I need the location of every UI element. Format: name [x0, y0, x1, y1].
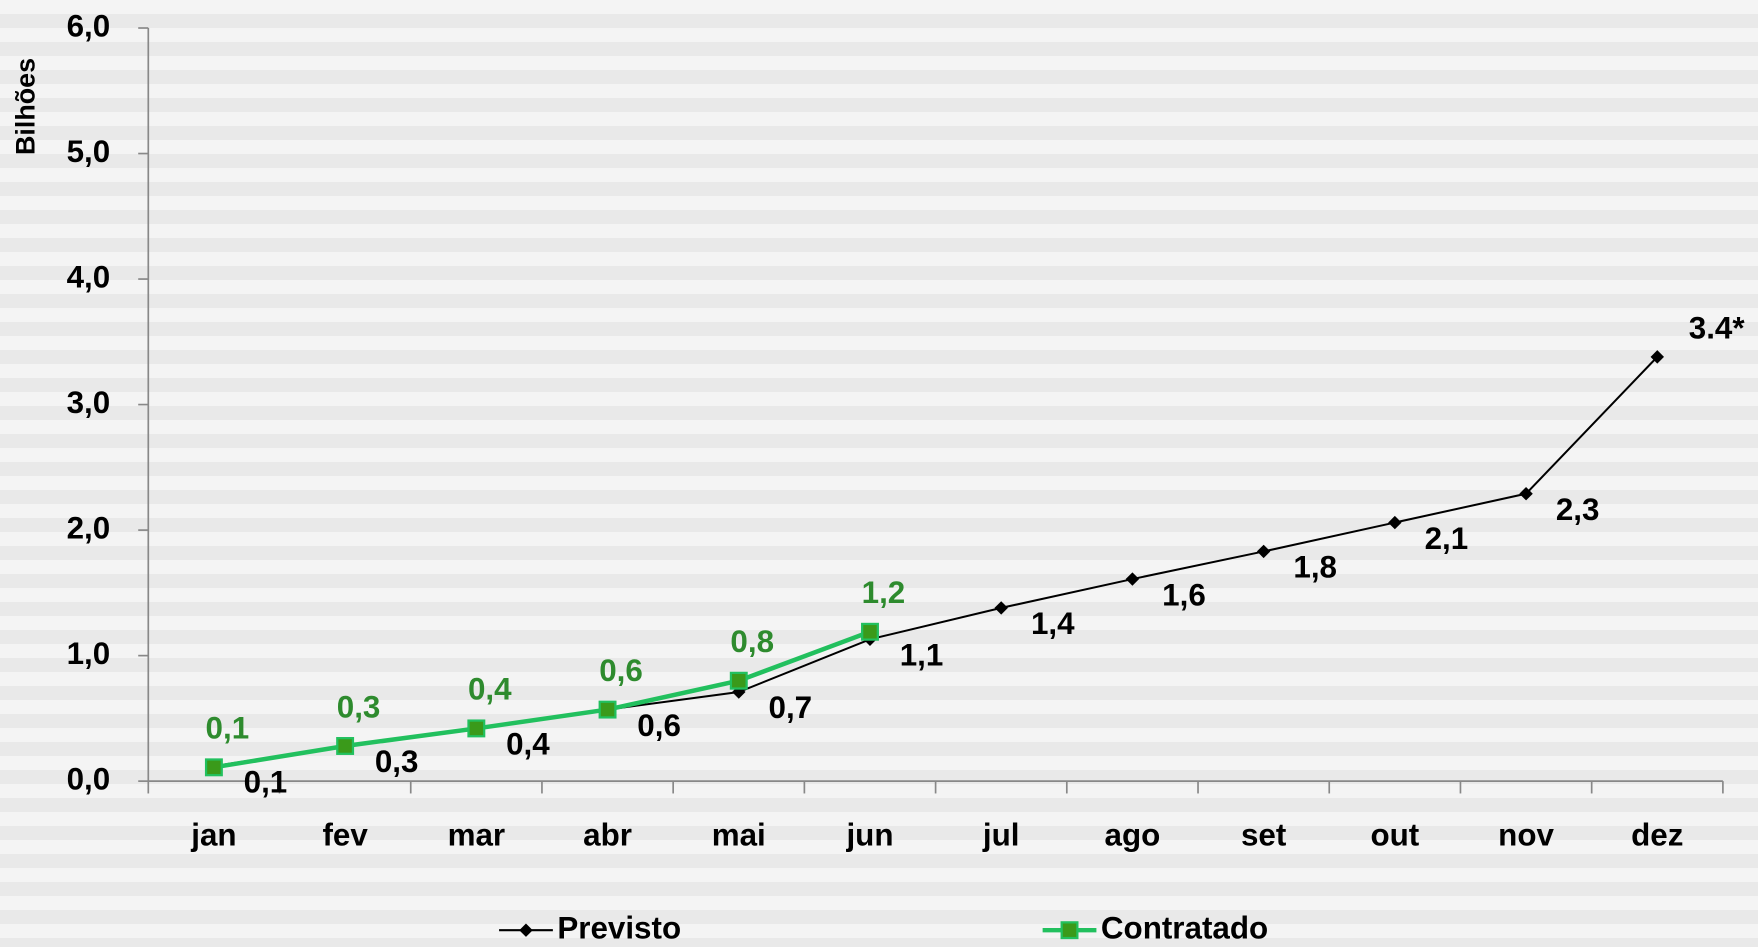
y-tick-label: 4,0 [67, 259, 111, 294]
y-tick-label: 0,0 [67, 761, 111, 796]
marker [994, 601, 1008, 615]
y-axis-label: Bilhões [10, 58, 40, 155]
y-tick-label: 2,0 [67, 510, 111, 545]
x-tick-label: jul [982, 817, 1020, 852]
x-tick-label: abr [583, 817, 632, 852]
data-label: 0,1 [244, 764, 288, 799]
legend-label: Previsto [557, 910, 681, 945]
series-line [213, 356, 1659, 768]
marker [1650, 350, 1665, 364]
data-label: 0,6 [637, 708, 681, 743]
marker [467, 719, 486, 738]
x-tick-label: out [1370, 817, 1419, 852]
marker [1388, 515, 1402, 530]
data-label: 0,4 [506, 727, 550, 762]
marker [729, 671, 748, 690]
x-tick-label: mai [712, 817, 766, 852]
marker [598, 700, 617, 719]
data-label: 0,4 [468, 672, 512, 707]
x-tick-label: jun [845, 817, 893, 852]
data-label: 0,1 [206, 711, 250, 746]
marker [1125, 572, 1140, 586]
y-tick-label: 5,0 [67, 134, 111, 169]
data-label: 1,8 [1293, 550, 1337, 585]
data-label: 0,3 [337, 689, 381, 724]
marker [336, 737, 355, 755]
x-tick-label: dez [1631, 817, 1683, 852]
data-label: 0,6 [599, 653, 643, 688]
x-tick-label: fev [322, 817, 368, 852]
data-label: 3.4* [1689, 310, 1746, 345]
x-tick-label: set [1241, 817, 1287, 852]
legend-marker [519, 923, 533, 937]
data-label: 2,1 [1425, 521, 1469, 556]
data-label: 1,4 [1031, 606, 1075, 641]
y-tick-label: 3,0 [67, 385, 111, 420]
x-tick-label: nov [1498, 817, 1554, 852]
data-label: 0,3 [375, 744, 419, 779]
marker [861, 622, 879, 641]
marker [204, 758, 223, 777]
legend-label: Contratado [1101, 910, 1268, 945]
data-label: 0,7 [769, 690, 813, 725]
x-tick-label: mar [448, 817, 506, 852]
data-label: 1,6 [1162, 577, 1206, 612]
data-label: 1,2 [862, 575, 906, 610]
series-line [213, 629, 871, 770]
marker [1256, 544, 1271, 559]
data-label: 2,3 [1556, 492, 1600, 527]
data-label: 1,1 [900, 638, 944, 673]
y-tick-label: 6,0 [67, 8, 111, 43]
legend-marker [1060, 921, 1079, 940]
data-label: 0,8 [730, 624, 774, 659]
x-tick-label: ago [1105, 817, 1161, 852]
x-tick-label: jan [190, 817, 236, 852]
y-tick-label: 1,0 [67, 636, 111, 671]
